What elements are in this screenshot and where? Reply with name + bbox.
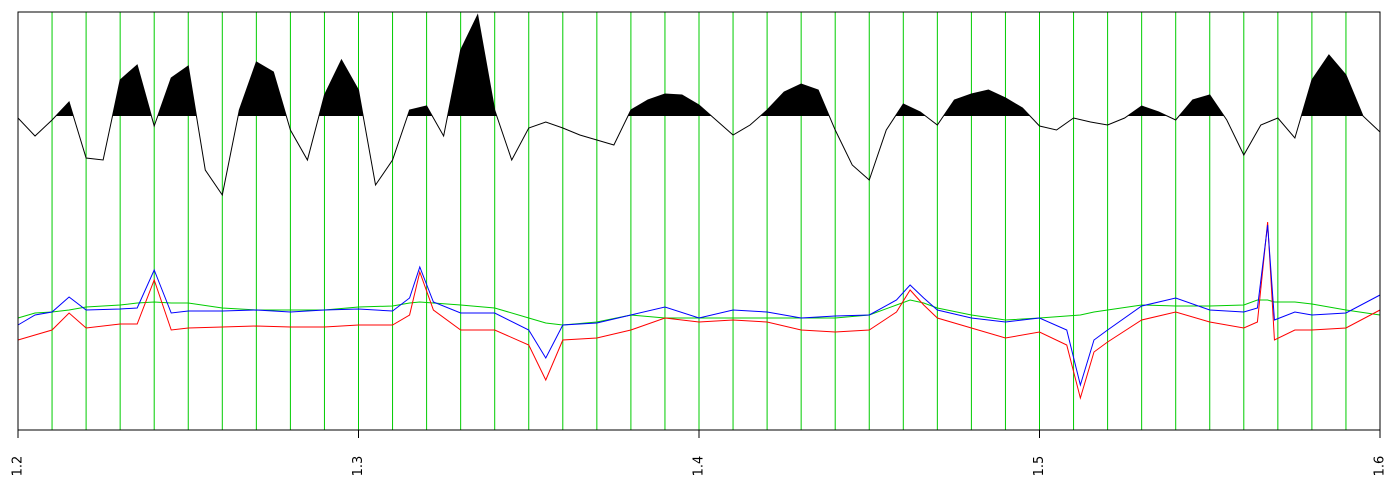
x-tick-label: 1.5 [1032,456,1047,477]
x-tick-label: 1.4 [692,456,707,477]
line [17,13,1381,197]
x-tick-label: 1.2 [11,456,26,477]
plot-area [17,13,1381,400]
x-tick-label: 1.3 [351,456,366,477]
line [17,224,1381,387]
grid [51,12,1347,430]
x-tick-label: 1.6 [1373,456,1388,477]
line [17,221,1381,400]
